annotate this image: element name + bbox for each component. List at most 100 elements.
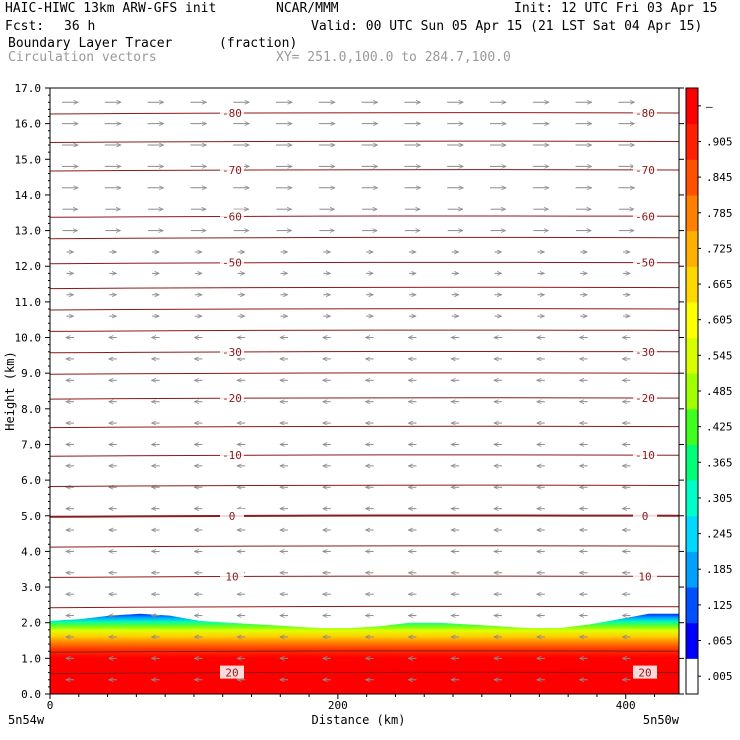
y-tick-label: 14.0 bbox=[15, 189, 42, 202]
isotherm-label-bg bbox=[633, 209, 657, 223]
isotherm-label: -10 bbox=[635, 449, 655, 462]
isotherm-line bbox=[49, 514, 680, 518]
colorbar-swatch bbox=[686, 373, 698, 410]
colorbar-swatch bbox=[686, 337, 698, 374]
fcst-value: 36 h bbox=[64, 19, 96, 34]
x-axis-label: Distance (km) bbox=[312, 713, 406, 727]
colorbar-label: .545 bbox=[706, 349, 733, 362]
colorbar-label: .185 bbox=[706, 563, 733, 576]
isotherm-line bbox=[49, 484, 680, 487]
colorbar-label: .065 bbox=[706, 635, 733, 648]
isotherm-line bbox=[49, 650, 680, 653]
colorbar-swatch bbox=[686, 587, 698, 624]
isotherm-label: -20 bbox=[222, 392, 242, 405]
isotherm-label: 0 bbox=[642, 510, 649, 523]
y-tick-label: 4.0 bbox=[21, 545, 41, 558]
isotherm-label-bg bbox=[220, 391, 244, 405]
isotherm-label-bg bbox=[633, 105, 657, 119]
y-axis-label: Height (km) bbox=[3, 351, 17, 430]
xy-label: XY= 251.0,100.0 to 284.7,100.0 bbox=[276, 50, 511, 65]
y-tick-label: 17.0 bbox=[15, 82, 42, 95]
colorbar-swatch bbox=[686, 480, 698, 517]
colorbar-label: .725 bbox=[706, 242, 733, 255]
isotherm-label-bg bbox=[633, 344, 657, 358]
colorbar-label: .005 bbox=[706, 670, 733, 683]
isotherm-line bbox=[49, 329, 680, 332]
colorbar-swatch bbox=[686, 551, 698, 588]
isotherm-line bbox=[49, 236, 680, 240]
isotherm-line bbox=[49, 169, 680, 172]
isotherm-label-bg bbox=[633, 255, 657, 269]
isotherm-label: -70 bbox=[635, 164, 655, 177]
y-tick-label: 3.0 bbox=[21, 581, 41, 594]
isotherm-line bbox=[49, 671, 680, 675]
isotherm-line bbox=[49, 454, 680, 457]
colorbar-label: .245 bbox=[706, 528, 733, 541]
colorbar-label: .665 bbox=[706, 278, 733, 291]
isotherm-line bbox=[49, 261, 680, 265]
plot-frame bbox=[49, 87, 680, 695]
isotherm-line bbox=[49, 215, 680, 218]
y-tick-label: 1.0 bbox=[21, 652, 41, 665]
y-tick-label: 5.0 bbox=[21, 510, 41, 523]
colorbar: .005 .065 .125 .185 .245 .305 .365 .425 .485 .545… bbox=[685, 87, 733, 695]
colorbar-swatch bbox=[686, 622, 698, 659]
tracer-area bbox=[50, 613, 679, 694]
colorbar-swatch bbox=[686, 301, 698, 339]
field-name: Boundary Layer Tracer bbox=[8, 36, 173, 51]
isotherm-label: 20 bbox=[638, 667, 651, 680]
isotherm-label-bg bbox=[633, 508, 657, 522]
tracer-field bbox=[50, 613, 679, 694]
isotherm-line bbox=[49, 575, 680, 578]
isotherm-label: 0 bbox=[229, 510, 236, 523]
colorbar-label: .305 bbox=[706, 492, 733, 505]
isotherm-label: 20 bbox=[225, 667, 238, 680]
colorbar-label: .125 bbox=[706, 599, 733, 612]
isotherm-line bbox=[49, 286, 680, 290]
y-tick-label: 16.0 bbox=[15, 118, 42, 131]
colorbar-swatch bbox=[686, 658, 698, 695]
y-tick-label: 8.0 bbox=[21, 403, 41, 416]
init-time: Init: 12 UTC Fri 03 Apr 15 bbox=[514, 1, 718, 16]
y-tick-label: 13.0 bbox=[15, 225, 42, 238]
isotherm-line bbox=[49, 425, 680, 429]
circulation-vectors bbox=[62, 102, 634, 679]
valid-time: Valid: 00 UTC Sun 05 Apr 15 (21 LST Sat … bbox=[311, 19, 703, 34]
isotherm-label: -20 bbox=[635, 392, 655, 405]
fcst-label: Fcst: bbox=[5, 19, 45, 34]
isotherm-label: 10 bbox=[225, 570, 238, 583]
colorbar-label: .485 bbox=[706, 385, 733, 398]
vectors-label: Circulation vectors bbox=[8, 50, 157, 65]
y-tick-label: 15.0 bbox=[15, 153, 42, 166]
isotherm-line bbox=[49, 605, 680, 609]
isotherm-line bbox=[49, 397, 680, 400]
isotherm-label: -60 bbox=[635, 210, 655, 223]
isotherm-label-bg bbox=[633, 448, 657, 462]
isotherm-label: -50 bbox=[635, 257, 655, 270]
y-tick-label: 2.0 bbox=[21, 617, 41, 630]
isotherm-label-bg bbox=[633, 569, 657, 583]
x-tick-label: 200 bbox=[328, 699, 348, 712]
isotherm-label-bg bbox=[633, 391, 657, 405]
colorbar-swatch bbox=[686, 194, 698, 232]
isotherm-label-bg bbox=[220, 665, 244, 679]
colorbar-label: .605 bbox=[706, 314, 733, 327]
isotherm-label-bg bbox=[220, 105, 244, 119]
isotherm-label: -70 bbox=[222, 164, 242, 177]
y-tick-label: 9.0 bbox=[21, 367, 41, 380]
colorbar-label: – bbox=[706, 100, 713, 113]
isotherm-label-bg bbox=[220, 448, 244, 462]
isotherms: -80 -80 -70 -70 -60 -60 -50 -50 -30 -30 -20 -20 -10 -… bbox=[49, 105, 680, 680]
isotherm-label-bg bbox=[220, 508, 244, 522]
colorbar-label: .845 bbox=[706, 171, 733, 184]
isotherm-line bbox=[49, 350, 680, 354]
isotherm-label-bg bbox=[633, 665, 657, 679]
colorbar-swatch bbox=[686, 515, 698, 552]
x-tick-label: 400 bbox=[616, 699, 636, 712]
isotherm-label: -30 bbox=[635, 346, 655, 359]
isotherm-label-bg bbox=[633, 162, 657, 176]
isotherm-label-bg bbox=[220, 344, 244, 358]
colorbar-swatch bbox=[686, 230, 698, 267]
colorbar-swatch bbox=[686, 159, 698, 196]
x-right-endpoint: 5n50w bbox=[643, 713, 680, 727]
